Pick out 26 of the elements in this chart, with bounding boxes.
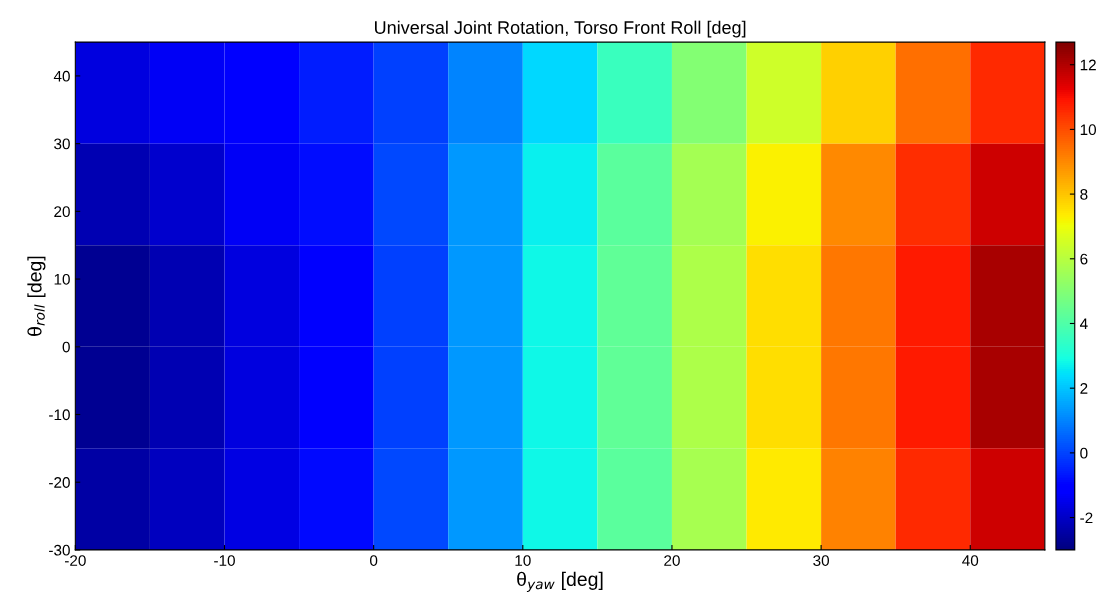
x-tick-label: -20 [64,555,86,566]
x-tick-label: 0 [370,555,378,566]
y-tick-label: -10 [49,409,70,421]
y-tick-label: 10 [54,273,70,285]
y-tick-label: -20 [49,477,70,488]
color-bar-label: 2 [1080,383,1088,394]
color-bar-label: 0 [1080,447,1088,459]
y-tick-label: 20 [54,206,70,218]
x-tick-label: 20 [664,555,680,566]
color-bar-label: 6 [1080,253,1088,265]
x-tick-label: 40 [962,555,979,566]
color-bar-label: 8 [1080,188,1088,200]
color-bar-label: 12 [1080,59,1096,71]
x-tick-label: 10 [515,555,531,566]
color-bar-label: -2 [1080,512,1093,524]
y-axis-title: θ$_{roll}$ [deg] [27,256,46,336]
color-bar-label: 4 [1079,318,1088,330]
x-tick-label: -10 [214,555,235,566]
x-tick-label: 30 [813,555,830,566]
x-axis-title: θ$_{yaw}$ [deg] [517,571,603,592]
color-bar-label: 10 [1080,124,1097,136]
y-tick-label: 0 [62,341,70,353]
chart-title: Universal Joint Rotation, Torso Front Roll [deg] [375,20,746,38]
y-tick-label: 30 [54,138,70,150]
y-tick-label: 40 [53,70,70,82]
y-tick-label: -30 [49,544,70,556]
